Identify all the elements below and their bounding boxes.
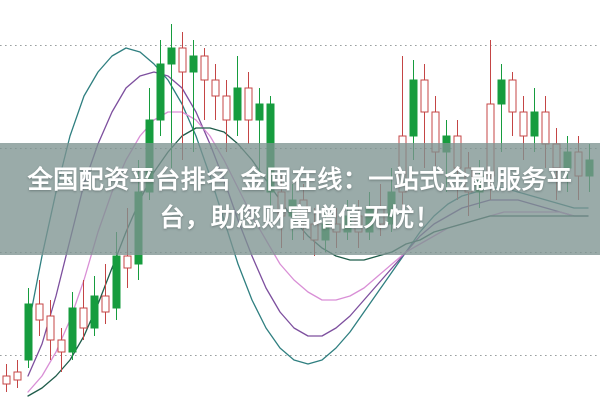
- candle: [222, 80, 231, 152]
- candle: [211, 64, 220, 120]
- candle: [200, 48, 209, 120]
- candle-body: [530, 111, 539, 137]
- candle-body: [68, 307, 77, 353]
- candle-body: [200, 55, 209, 81]
- promo-banner-line-2: 台，助您财富增值无忧！: [159, 203, 441, 232]
- candle: [24, 288, 33, 368]
- candle: [68, 292, 77, 360]
- promo-banner-line-1: 全国配资平台排名 金囤在线：一站式金融服务平: [27, 165, 573, 194]
- candle-body: [541, 111, 550, 145]
- candle: [35, 280, 44, 336]
- candle-body: [233, 87, 242, 121]
- candle-body: [244, 87, 253, 121]
- candle-body: [90, 295, 99, 329]
- candle: [178, 32, 187, 160]
- candle-body: [35, 303, 44, 321]
- candle-body: [178, 47, 187, 73]
- candle-body: [156, 63, 165, 121]
- candle-body: [255, 103, 264, 121]
- candle-body: [57, 339, 66, 353]
- candle-body: [211, 79, 220, 97]
- candle: [530, 88, 539, 152]
- candle: [90, 276, 99, 336]
- candle-body: [2, 375, 11, 385]
- candle-body: [101, 295, 110, 313]
- candle-body: [519, 111, 528, 137]
- candle: [244, 72, 253, 144]
- candle-body: [46, 315, 55, 341]
- candle: [2, 364, 11, 392]
- candle: [233, 56, 242, 136]
- candle: [13, 360, 22, 388]
- candle-body: [222, 95, 231, 121]
- candle: [189, 40, 198, 152]
- candle: [156, 40, 165, 136]
- candle-body: [189, 55, 198, 73]
- candle-body: [112, 255, 121, 309]
- candle-body: [13, 371, 22, 381]
- candle: [508, 72, 517, 136]
- candle: [101, 264, 110, 324]
- candle-body: [24, 303, 33, 361]
- candle-body: [508, 79, 517, 113]
- candle-body: [497, 79, 506, 105]
- candle: [46, 300, 55, 360]
- candle: [79, 280, 88, 340]
- candle-body: [409, 79, 418, 137]
- promo-banner: 全国配资平台排名 金囤在线：一站式金融服务平 台，助您财富增值无忧！: [0, 143, 600, 255]
- candle-body: [420, 79, 429, 113]
- candle: [57, 328, 66, 372]
- candle-body: [123, 255, 132, 269]
- candle-body: [167, 47, 176, 65]
- candle: [497, 64, 506, 152]
- candle-body: [79, 307, 88, 329]
